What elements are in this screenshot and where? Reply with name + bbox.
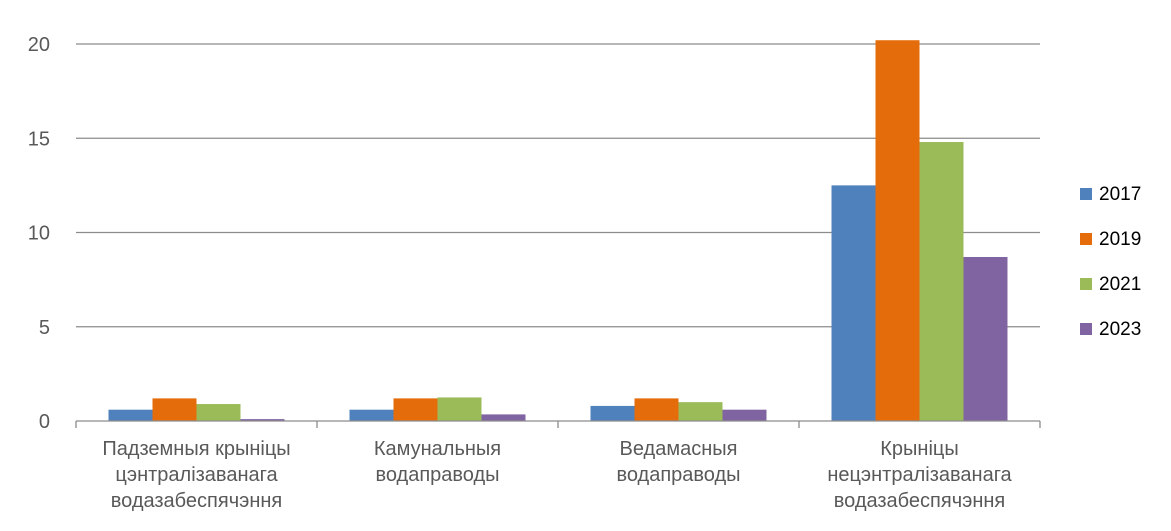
- legend-label-2023: 2023: [1099, 319, 1141, 340]
- bar-2021-cat-1: [196, 404, 241, 421]
- bar-2023-cat-1: [240, 419, 285, 421]
- category-label-3-line-1: Ведамасныя: [620, 438, 738, 460]
- y-tick-label-0: 0: [39, 411, 50, 433]
- legend: 2017 2019 2021 2023: [1080, 184, 1141, 340]
- category-label-1-line-3: водазабеспячэння: [111, 490, 283, 512]
- category-label-1: Падземныя крыніцы цэнтралізаванага водазаб…: [102, 438, 290, 512]
- category-label-3: Ведамасныя водаправоды: [616, 438, 740, 486]
- category-label-1-line-1: Падземныя крыніцы: [102, 438, 290, 460]
- legend-label-2017: 2017: [1099, 184, 1141, 205]
- category-label-4-line-1: Крыніцы: [880, 438, 958, 460]
- legend-swatch-2019: [1080, 233, 1092, 245]
- category-label-3-line-2: водаправоды: [616, 464, 740, 486]
- y-tick-label-5: 5: [39, 317, 50, 339]
- y-tick-label-10: 10: [28, 223, 50, 245]
- category-label-2-line-1: Камунальныя: [374, 438, 501, 460]
- category-label-4-line-3: водазабеспячэння: [834, 490, 1006, 512]
- bar-2023-cat-3: [722, 409, 767, 421]
- category-label-1-line-2: цэнтралізаванага: [115, 464, 278, 486]
- category-label-4-line-2: нецэнтралізаванага: [827, 464, 1012, 486]
- bar-2019-cat-3: [634, 398, 679, 421]
- bar-2017-cat-3: [590, 405, 635, 421]
- bar-2023-cat-2: [481, 414, 526, 421]
- x-axis: [75, 420, 1041, 428]
- bar-2019-cat-4: [875, 40, 920, 421]
- y-tick-label-15: 15: [28, 128, 50, 150]
- legend-swatch-2021: [1080, 278, 1092, 290]
- legend-swatch-2017: [1080, 188, 1092, 200]
- bar-2021-cat-3: [678, 402, 723, 421]
- category-labels: Падземныя крыніцы цэнтралізаванага водазаб…: [102, 438, 1012, 512]
- legend-label-2019: 2019: [1099, 229, 1141, 250]
- bar-2019-cat-2: [393, 398, 438, 421]
- y-tick-label-20: 20: [28, 34, 50, 56]
- category-label-2: Камунальныя водаправоды: [374, 438, 501, 486]
- bar-2019-cat-1: [152, 398, 197, 421]
- legend-swatch-2023: [1080, 323, 1092, 335]
- bar-2021-cat-4: [919, 142, 964, 421]
- bar-2017-cat-2: [349, 409, 394, 421]
- bar-2021-cat-2: [437, 397, 482, 421]
- y-axis-ticks: 0 5 10 15 20: [28, 34, 50, 433]
- category-label-4: Крыніцы нецэнтралізаванага водазабеспячэнн…: [827, 438, 1012, 512]
- category-label-2-line-2: водаправоды: [375, 464, 499, 486]
- bar-2017-cat-4: [831, 185, 876, 421]
- legend-label-2021: 2021: [1099, 274, 1141, 295]
- bars: [108, 40, 1008, 421]
- bar-2017-cat-1: [108, 409, 153, 421]
- bar-2023-cat-4: [963, 257, 1008, 421]
